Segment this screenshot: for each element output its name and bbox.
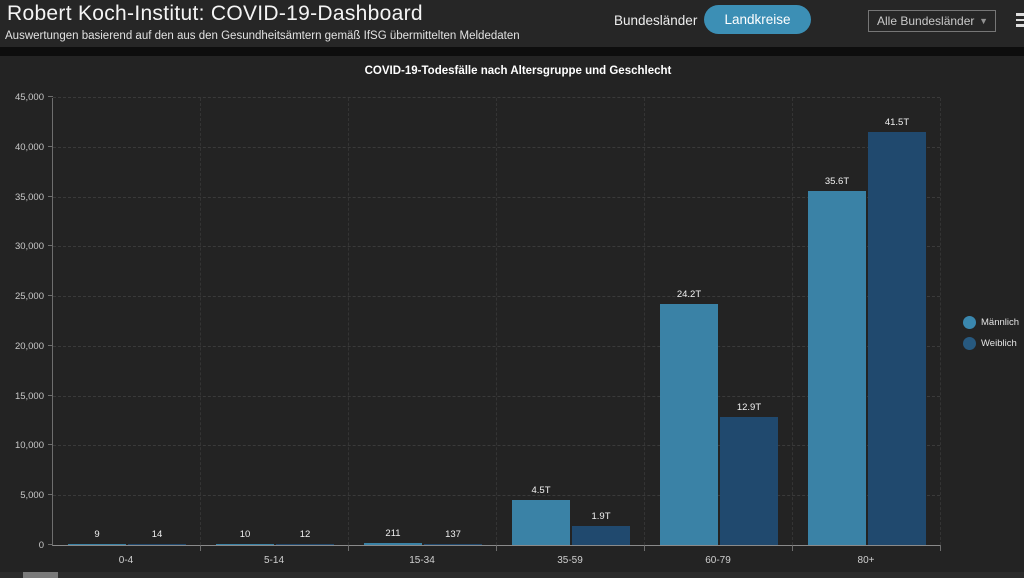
legend-item-weiblich[interactable]: Weiblich — [963, 337, 1019, 350]
y-axis-tick — [48, 245, 53, 247]
x-axis-category-label: 35-59 — [557, 555, 583, 566]
bar-value-label: 211 — [385, 527, 401, 539]
legend-label-maennlich: Männlich — [981, 317, 1020, 328]
y-axis-tick-label: 15,000 — [14, 390, 44, 402]
bundesland-dropdown-value: Alle Bundesländer — [877, 14, 975, 28]
page-title: Robert Koch-Institut: COVID-19-Dashboard — [7, 2, 423, 25]
gridline-vertical — [940, 98, 941, 545]
x-axis-tick — [644, 545, 645, 551]
bar-weiblich-60-79[interactable] — [720, 416, 778, 545]
bar-männlich-15-34[interactable] — [364, 542, 422, 545]
page-subtitle: Auswertungen basierend auf den aus den G… — [5, 30, 520, 42]
y-axis-tick-label: 0 — [38, 540, 44, 551]
chart-region: COVID-19-Todesfälle nach Altersgruppe un… — [0, 56, 1024, 578]
y-axis-tick — [48, 494, 53, 496]
bar-männlich-80+[interactable] — [808, 190, 866, 545]
y-axis-tick-label: 25,000 — [14, 291, 44, 303]
y-axis-tick-label: 45,000 — [14, 92, 44, 103]
x-axis-tick — [792, 545, 793, 551]
x-axis-category-label: 80+ — [857, 555, 875, 566]
hamburger-menu-icon[interactable] — [1016, 13, 1024, 30]
y-axis-tick — [48, 544, 53, 545]
legend-label-weiblich: Weiblich — [981, 338, 1017, 349]
bar-männlich-5-14[interactable] — [216, 543, 274, 545]
legend-swatch-weiblich-icon — [963, 337, 976, 350]
bar-value-label: 10 — [239, 528, 251, 540]
bar-value-label: 9 — [94, 528, 100, 540]
landkreise-button[interactable]: Landkreise — [704, 5, 811, 34]
gridline-vertical — [792, 98, 793, 545]
bar-männlich-60-79[interactable] — [660, 304, 718, 545]
x-axis-category-label: 15-34 — [409, 555, 435, 566]
bar-value-label: 14 — [151, 528, 163, 540]
y-axis-tick — [48, 444, 53, 446]
chart-title: COVID-19-Todesfälle nach Altersgruppe un… — [364, 65, 672, 77]
bar-weiblich-35-59[interactable] — [572, 526, 630, 545]
y-axis-tick-label: 40,000 — [14, 141, 44, 153]
bar-value-label: 41.5T — [884, 116, 910, 128]
chart-legend: Männlich Weiblich — [963, 316, 1019, 358]
chevron-down-icon: ▼ — [979, 15, 988, 26]
y-axis-tick — [48, 195, 53, 197]
horizontal-scrollbar-thumb[interactable] — [23, 572, 58, 578]
bar-weiblich-15-34[interactable] — [424, 543, 482, 545]
bar-value-label: 12 — [299, 528, 311, 540]
bar-männlich-35-59[interactable] — [512, 500, 570, 545]
bar-value-label: 12.9T — [736, 401, 762, 413]
bundesland-dropdown[interactable]: Alle Bundesländer ▼ — [868, 10, 996, 32]
x-axis-category-label: 5-14 — [263, 555, 284, 566]
x-axis-tick — [200, 545, 201, 551]
bundeslaender-button[interactable]: Bundesländer — [608, 11, 703, 30]
legend-swatch-maennlich-icon — [963, 316, 976, 329]
bar-value-label: 24.2T — [676, 289, 702, 301]
y-axis-tick-label: 20,000 — [14, 340, 44, 352]
legend-item-maennlich[interactable]: Männlich — [963, 316, 1019, 329]
x-axis-tick — [348, 545, 349, 551]
bar-value-label: 137 — [445, 528, 461, 540]
y-axis-tick — [48, 344, 53, 346]
bar-value-label: 35.6T — [824, 175, 850, 187]
gridline-vertical — [348, 98, 349, 545]
x-axis-category-label: 60-79 — [705, 555, 731, 566]
x-axis-tick — [496, 545, 497, 551]
bar-weiblich-0-4[interactable] — [128, 543, 186, 545]
header-divider — [0, 47, 1024, 56]
x-axis-tick — [940, 545, 941, 551]
bar-value-label: 1.9T — [591, 511, 611, 523]
header-bar: Robert Koch-Institut: COVID-19-Dashboard… — [0, 0, 1024, 47]
y-axis-tick-label: 10,000 — [14, 440, 44, 452]
bar-weiblich-80+[interactable] — [868, 131, 926, 545]
bar-weiblich-5-14[interactable] — [276, 543, 334, 545]
y-axis-tick-label: 30,000 — [14, 241, 44, 253]
gridline-vertical — [496, 98, 497, 545]
bar-männlich-0-4[interactable] — [68, 543, 126, 545]
gridline-vertical — [644, 98, 645, 545]
y-axis-tick-label: 35,000 — [14, 191, 44, 203]
y-axis-tick — [48, 96, 53, 97]
y-axis-tick — [48, 394, 53, 396]
x-axis-category-label: 0-4 — [118, 555, 134, 566]
horizontal-scrollbar-track[interactable] — [0, 572, 1024, 578]
gridline-horizontal — [53, 97, 940, 98]
y-axis-tick — [48, 145, 53, 147]
y-axis-tick-label: 5,000 — [20, 490, 44, 502]
bar-value-label: 4.5T — [531, 485, 551, 497]
plot-area: 9 14 10 12 211 137 4.5T 1.9T 24.2T 12.9T 35.6T 41.5… — [48, 96, 941, 551]
gridline-vertical — [200, 98, 201, 545]
y-axis-tick — [48, 295, 53, 297]
